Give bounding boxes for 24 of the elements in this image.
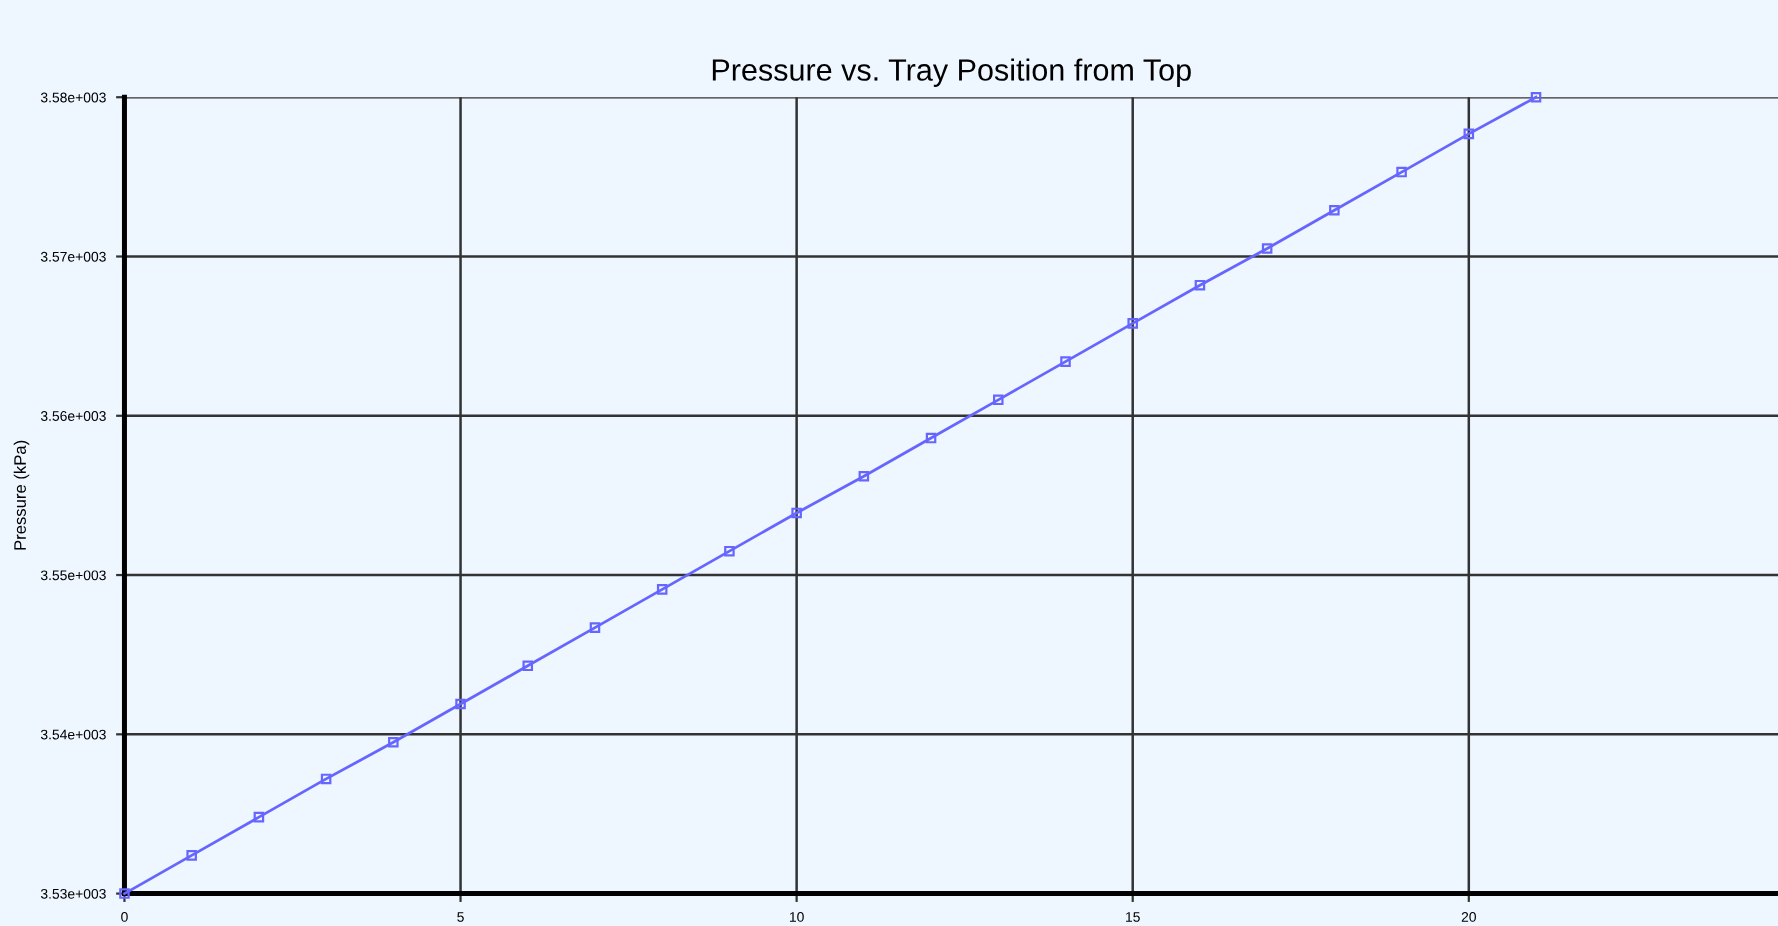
point xyxy=(1194,279,1206,291)
chart-title: Pressure vs. Tray Position from Top xyxy=(712,58,1191,87)
y-axis-title: Pressure (kPa) xyxy=(13,440,30,550)
point xyxy=(925,432,937,444)
point xyxy=(388,737,399,748)
point xyxy=(858,471,870,482)
point xyxy=(522,660,534,672)
point xyxy=(993,394,1004,406)
point xyxy=(1060,356,1071,367)
point xyxy=(253,811,265,823)
point xyxy=(455,698,466,710)
point xyxy=(1463,128,1475,140)
point xyxy=(1530,91,1542,103)
point xyxy=(186,850,197,861)
point xyxy=(1396,166,1407,178)
point xyxy=(1329,205,1340,216)
point xyxy=(1261,243,1273,254)
point xyxy=(656,584,668,595)
point xyxy=(724,545,735,557)
point xyxy=(320,773,332,785)
point xyxy=(119,888,130,899)
point xyxy=(1127,318,1138,329)
point xyxy=(791,507,802,519)
point xyxy=(589,622,601,633)
